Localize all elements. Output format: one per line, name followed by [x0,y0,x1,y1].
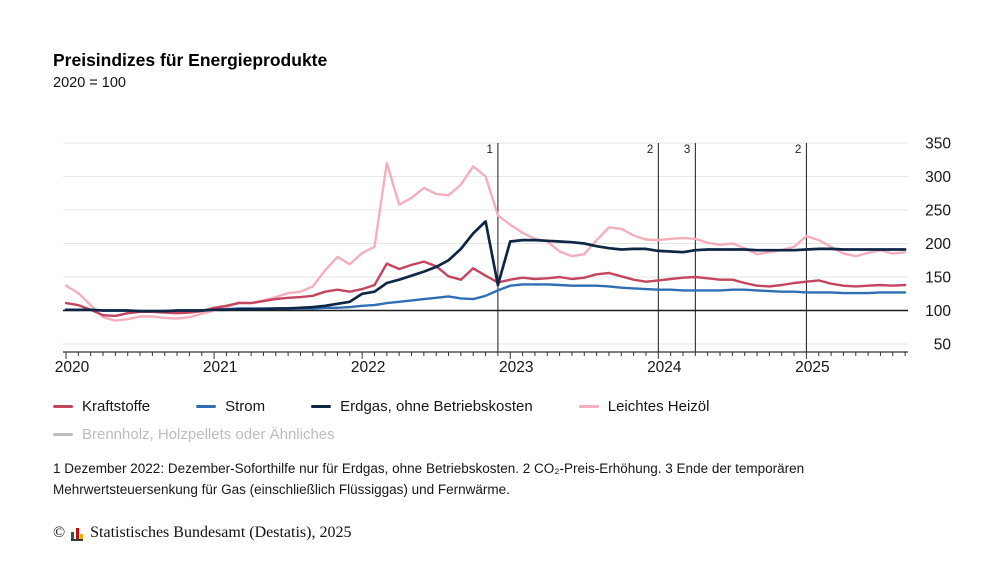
series-lines[interactable] [64,161,907,322]
x-axis [63,351,908,359]
legend-label: Brennholz, Holzpellets oder Ähnliches [82,426,335,443]
annotation-lines: 1 2 3 2 [486,143,807,352]
x-axis-year-label: 2024 [647,359,682,376]
x-axis-year-label: 2022 [351,359,385,376]
legend-swatch-kraftstoffe [53,404,73,409]
legend-item-brennholz-disabled[interactable]: Brennholz, Holzpellets oder Ähnliches [53,426,335,443]
series-line-strom[interactable] [64,283,907,313]
legend-item-erdgas[interactable]: Erdgas, ohne Betriebskosten [311,398,533,415]
chart-legend-row-2: Brennholz, Holzpellets oder Ähnliches [53,426,335,443]
copyright-line: © Statistisches Bundesamt (Destatis), 20… [53,524,351,542]
legend-swatch-heizoel [578,404,599,409]
series-line-leichtes-heiz-l[interactable] [64,161,907,322]
x-axis-year-label: 2025 [795,359,829,376]
y-axis-tick-label: 250 [925,203,951,220]
series-line-erdgas-ohne-betriebskosten[interactable] [64,220,907,313]
y-axis-tick-label: 350 [925,136,951,153]
x-axis-year-label: 2020 [55,359,90,376]
destatis-bar-chart-logo-icon [71,526,84,541]
copyright-text: Statistisches Bundesamt (Destatis), 2025 [90,524,352,541]
y-axis-tick-label: 100 [925,303,951,320]
legend-label: Kraftstoffe [82,398,151,415]
legend-item-strom[interactable]: Strom [196,398,265,415]
y-axis-tick-label: 300 [925,169,951,186]
annotation-number-label: 1 [486,144,492,156]
legend-swatch-brennholz [53,432,73,437]
page-title: Preisindizes für Energieprodukte [53,50,328,70]
copyright-symbol: © [53,524,66,541]
annotation-number-label: 3 [684,144,690,156]
legend-label: Erdgas, ohne Betriebskosten [340,398,533,415]
y-axis-tick-label: 150 [925,270,951,287]
chart-footnotes: 1 Dezember 2022: Dezember-Soforthilfe nu… [53,461,805,497]
y-axis-tick-label: 50 [934,337,952,354]
chart-legend-row-1: Kraftstoffe Strom Erdgas, ohne Betriebsk… [53,398,709,415]
y-axis-tick-label: 200 [925,236,951,253]
x-axis-year-label: 2021 [203,359,237,376]
gridlines [63,142,908,345]
axis-labels: 50 100 150 200 250 300 350 2020 2021 2022 2023 2024… [55,136,952,377]
page-subtitle: 2020 = 100 [53,75,126,91]
legend-label: Strom [225,398,266,415]
annotation-number-label: 2 [647,144,653,156]
legend-swatch-erdgas [311,404,332,409]
legend-item-heizoel[interactable]: Leichtes Heizöl [578,398,710,415]
series-line-kraftstoffe[interactable] [64,260,907,318]
legend-swatch-strom [196,404,217,409]
x-axis-year-label: 2023 [499,359,533,376]
legend-item-kraftstoffe[interactable]: Kraftstoffe [53,398,150,415]
legend-label: Leichtes Heizöl [607,398,710,415]
annotation-number-label: 2 [795,144,801,156]
